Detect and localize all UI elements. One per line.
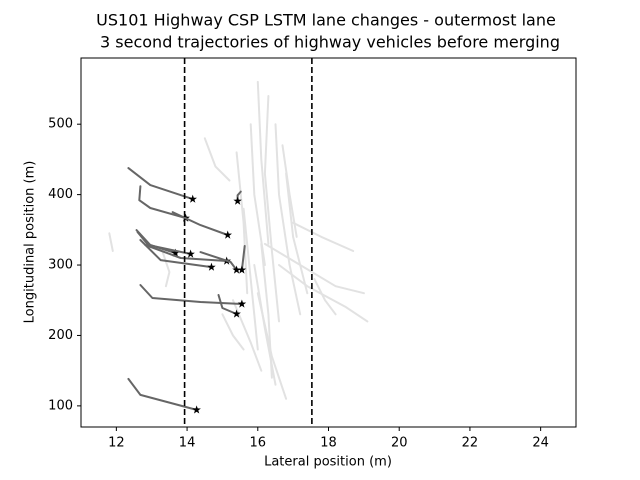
- trajectory: [199, 251, 238, 271]
- x-tick-label: 24: [532, 436, 549, 451]
- end-marker: [186, 249, 195, 258]
- y-tick-label: 200: [48, 328, 73, 343]
- background-trajectory: [256, 80, 270, 245]
- background-trajectory: [274, 123, 302, 316]
- background-trajectory: [263, 242, 365, 295]
- y-tick-label: 400: [48, 187, 73, 202]
- trajectory: [127, 377, 198, 411]
- x-tick-label: 12: [108, 436, 125, 451]
- end-marker: [237, 299, 247, 308]
- background-trajectory: [108, 232, 114, 252]
- background-trajectory: [292, 221, 355, 252]
- background-trajectory: [235, 151, 249, 295]
- background-trajectory: [313, 278, 337, 316]
- end-marker: [171, 248, 180, 257]
- end-marker: [207, 262, 216, 271]
- chart-title: US101 Highway CSP LSTM lane changes - ou…: [96, 11, 556, 30]
- trajectory: [144, 244, 228, 262]
- background-trajectory: [281, 144, 298, 238]
- background-trajectory: [242, 207, 259, 351]
- trajectory: [139, 284, 243, 305]
- background-trajectory: [221, 313, 245, 351]
- end-marker: [232, 265, 241, 274]
- end-marker: [237, 265, 247, 274]
- end-marker: [232, 309, 241, 318]
- trajectory: [240, 245, 246, 271]
- plot-frame: [80, 57, 577, 428]
- x-tick-label: 16: [250, 436, 267, 451]
- end-marker: [192, 405, 201, 414]
- x-tick-label: 22: [462, 436, 479, 451]
- x-axis-label: Lateral position (m): [264, 455, 392, 470]
- chart-subtitle: 3 second trajectories of highway vehicle…: [100, 33, 560, 52]
- trajectory: [139, 239, 213, 269]
- background-trajectory: [232, 299, 263, 372]
- background-trajectory: [278, 264, 369, 323]
- end-marker: [188, 194, 197, 203]
- background-trajectory: [161, 250, 171, 288]
- background-trajectory: [249, 123, 266, 266]
- background-trajectory: [285, 172, 309, 295]
- end-marker: [233, 196, 242, 205]
- trajectory: [127, 167, 194, 201]
- trajectory: [217, 294, 238, 315]
- end-marker: [223, 230, 232, 239]
- trajectory: [136, 231, 192, 255]
- trajectory: [171, 211, 229, 236]
- x-tick-label: 14: [179, 436, 196, 451]
- x-tick-label: 20: [391, 436, 408, 451]
- y-tick-label: 100: [48, 398, 73, 413]
- y-axis-label: Longitudinal position (m): [23, 161, 38, 324]
- trajectory: [138, 185, 187, 220]
- background-trajectory: [263, 95, 280, 323]
- background-trajectory: [203, 137, 231, 182]
- y-tick-label: 300: [48, 258, 73, 273]
- y-tick-label: 500: [48, 117, 73, 132]
- background-trajectory: [253, 264, 277, 386]
- x-tick-label: 18: [320, 436, 337, 451]
